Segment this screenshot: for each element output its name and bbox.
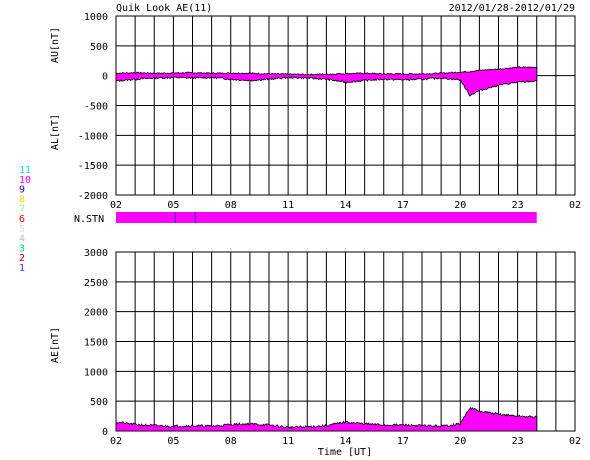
ae-fill: [115, 406, 538, 432]
x-axis-label: Time [UT]: [318, 447, 372, 458]
ae-ytick-label: 3000: [84, 248, 108, 259]
station-bar: [116, 212, 537, 223]
au-ytick-label: -1500: [78, 161, 108, 172]
ae-ytick-label: 1000: [84, 367, 108, 378]
ae-ylabel: AE[nT]: [50, 327, 61, 363]
au-xtick-label: 02: [110, 200, 122, 211]
station-count-6: 6: [19, 214, 25, 225]
ae-xtick-label: 11: [282, 436, 294, 447]
au-ytick-label: -2000: [78, 191, 108, 202]
au-ytick-label: -500: [84, 102, 108, 113]
station-count-1: 1: [19, 263, 25, 274]
station-count-10: 10: [19, 175, 31, 186]
station-count-11: 11: [19, 165, 31, 176]
al-ylabel: AL[nT]: [50, 114, 61, 150]
au-xtick-label: 05: [167, 200, 179, 211]
station-count-7: 7: [19, 204, 25, 215]
station-count-5: 5: [19, 224, 25, 235]
au-ytick-label: 0: [102, 72, 108, 83]
ae-ytick-label: 1500: [84, 338, 108, 349]
au-xtick-label: 02: [569, 200, 581, 211]
station-count-9: 9: [19, 185, 25, 196]
station-count-2: 2: [19, 253, 25, 264]
au-ytick-label: 1000: [84, 12, 108, 23]
plot-title: Quik Look AE(11): [116, 3, 212, 14]
station-label: N.STN: [74, 214, 104, 225]
station-count-3: 3: [19, 243, 25, 254]
au-ytick-label: -1000: [78, 131, 108, 142]
ae-xtick-label: 05: [167, 436, 179, 447]
au-ytick-label: 500: [90, 42, 108, 53]
au-xtick-label: 08: [225, 200, 237, 211]
ae-xtick-label: 14: [339, 436, 351, 447]
station-count-8: 8: [19, 194, 25, 205]
au-xtick-label: 23: [512, 200, 524, 211]
station-count-4: 4: [19, 234, 25, 245]
au-ylabel: AU[nT]: [50, 27, 61, 63]
ae-xtick-label: 08: [225, 436, 237, 447]
ae-xtick-label: 02: [110, 436, 122, 447]
ae-ytick-label: 0: [102, 427, 108, 438]
au-al-fill: [115, 66, 538, 97]
ae-xtick-label: 02: [569, 436, 581, 447]
ae-xtick-label: 20: [454, 436, 466, 447]
au-xtick-label: 11: [282, 200, 294, 211]
au-xtick-label: 20: [454, 200, 466, 211]
ae-ytick-label: 500: [90, 397, 108, 408]
ae-ytick-label: 2000: [84, 308, 108, 319]
au-xtick-label: 14: [339, 200, 351, 211]
ae-ytick-label: 2500: [84, 278, 108, 289]
au-frame: [115, 15, 576, 196]
au-xtick-label: 17: [397, 200, 409, 211]
ae-xtick-label: 23: [512, 436, 524, 447]
date-range: 2012/01/28-2012/01/29: [449, 3, 575, 14]
ae-xtick-label: 17: [397, 436, 409, 447]
